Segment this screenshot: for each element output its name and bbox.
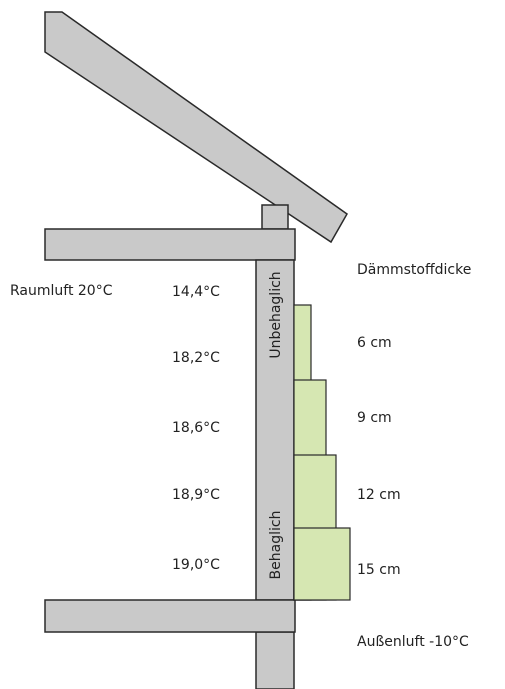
zone-label: Behaglich — [268, 511, 284, 580]
insulation-15 — [293, 527, 351, 601]
zone-label: Unbehaglich — [268, 271, 284, 358]
temperature: 14,4°C — [172, 284, 220, 300]
wall — [255, 259, 295, 601]
thickness: 9 cm — [357, 410, 392, 426]
ridge-block — [261, 204, 289, 230]
insulation-heading: Dämmstoffdicke — [357, 262, 471, 278]
thickness: 12 cm — [357, 487, 401, 503]
room-air-label: Raumluft 20°C — [10, 283, 113, 299]
temperature: 19,0°C — [172, 557, 220, 573]
floor-slab — [44, 599, 296, 633]
temperature: 18,6°C — [172, 420, 220, 436]
temperature: 18,9°C — [172, 487, 220, 503]
thickness: 6 cm — [357, 335, 392, 351]
ceiling-slab — [44, 228, 296, 261]
roof — [44, 11, 348, 244]
outside-air-label: Außenluft -10°C — [357, 634, 469, 650]
wall-lower — [255, 631, 295, 689]
temperature: 18,2°C — [172, 350, 220, 366]
thickness: 15 cm — [357, 562, 401, 578]
